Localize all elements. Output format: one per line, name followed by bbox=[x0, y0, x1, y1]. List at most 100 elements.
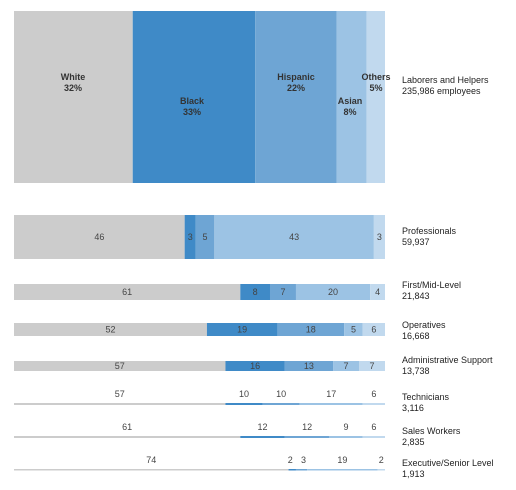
bar-segment-operatives-asian bbox=[344, 323, 363, 336]
count-label-administrative-support: 13,738 bbox=[402, 366, 430, 376]
value-label-first-mid-level-hispanic: 7 bbox=[280, 287, 285, 297]
category-label-sales-workers: Sales Workers bbox=[402, 426, 461, 436]
bar-segment-technicians-hispanic bbox=[262, 403, 300, 405]
value-label-sales-workers-hispanic: 12 bbox=[302, 422, 312, 432]
value-label-laborers-and-helpers-black: 33% bbox=[183, 107, 201, 117]
count-label-professionals: 59,937 bbox=[402, 237, 430, 247]
bar-segment-administrative-support-white bbox=[14, 361, 226, 371]
value-label-first-mid-level-others: 4 bbox=[375, 287, 380, 297]
bar-segment-first-mid-level-others bbox=[370, 284, 385, 300]
category-label-first-mid-level: First/Mid-Level bbox=[402, 280, 461, 290]
count-label-sales-workers: 2,835 bbox=[402, 437, 425, 447]
bar-segment-professionals-black bbox=[184, 215, 196, 259]
bar-segment-professionals-asian bbox=[214, 215, 374, 259]
count-label-laborers-and-helpers: 235,986 employees bbox=[402, 86, 481, 96]
value-label-laborers-and-helpers-others: 5% bbox=[369, 83, 382, 93]
bar-segment-executive-senior-level-white bbox=[14, 469, 289, 471]
bar-segment-operatives-hispanic bbox=[277, 323, 345, 336]
series-label-white: White bbox=[61, 72, 86, 82]
bar-segment-operatives-black bbox=[206, 323, 278, 336]
value-label-administrative-support-others: 7 bbox=[370, 361, 375, 371]
bar-segment-first-mid-level-white bbox=[14, 284, 241, 300]
value-label-first-mid-level-white: 61 bbox=[122, 287, 132, 297]
series-label-hispanic: Hispanic bbox=[277, 72, 315, 82]
bar-segment-technicians-asian bbox=[299, 403, 363, 405]
category-label-professionals: Professionals bbox=[402, 226, 457, 236]
bar-segment-sales-workers-others bbox=[362, 436, 385, 438]
value-label-laborers-and-helpers-white: 32% bbox=[64, 83, 82, 93]
bar-segment-first-mid-level-black bbox=[240, 284, 270, 300]
value-label-administrative-support-hispanic: 13 bbox=[304, 361, 314, 371]
bar-segment-technicians-white bbox=[14, 403, 226, 405]
bar-segment-professionals-others bbox=[373, 215, 385, 259]
value-label-sales-workers-white: 61 bbox=[122, 422, 132, 432]
value-label-first-mid-level-black: 8 bbox=[253, 287, 258, 297]
value-label-sales-workers-asian: 9 bbox=[344, 422, 349, 432]
bar-segment-administrative-support-asian bbox=[333, 361, 360, 371]
value-label-technicians-white: 57 bbox=[115, 389, 125, 399]
category-label-administrative-support: Administrative Support bbox=[402, 355, 493, 365]
count-label-first-mid-level: 21,843 bbox=[402, 291, 430, 301]
category-label-executive-senior-level: Executive/Senior Level bbox=[402, 458, 494, 468]
count-label-executive-senior-level: 1,913 bbox=[402, 469, 425, 479]
value-label-executive-senior-level-hispanic: 3 bbox=[301, 455, 306, 465]
bar-segment-laborers-and-helpers-others bbox=[366, 11, 385, 183]
value-label-sales-workers-black: 12 bbox=[258, 422, 268, 432]
value-label-executive-senior-level-white: 74 bbox=[146, 455, 156, 465]
value-label-professionals-hispanic: 5 bbox=[203, 232, 208, 242]
value-label-sales-workers-others: 6 bbox=[371, 422, 376, 432]
bar-segment-sales-workers-black bbox=[240, 436, 285, 438]
value-label-operatives-asian: 5 bbox=[351, 325, 356, 335]
bar-segment-technicians-black bbox=[225, 403, 263, 405]
value-label-professionals-white: 46 bbox=[94, 232, 104, 242]
bar-segment-executive-senior-level-black bbox=[288, 469, 296, 471]
count-label-operatives: 16,668 bbox=[402, 331, 430, 341]
bar-segment-operatives-white bbox=[14, 323, 207, 336]
bar-segment-executive-senior-level-others bbox=[377, 469, 385, 471]
bar-segment-operatives-others bbox=[362, 323, 385, 336]
value-label-laborers-and-helpers-asian: 8% bbox=[343, 107, 356, 117]
bar-segment-executive-senior-level-asian bbox=[307, 469, 378, 471]
bar-segment-first-mid-level-hispanic bbox=[269, 284, 296, 300]
value-label-technicians-black: 10 bbox=[239, 389, 249, 399]
value-label-operatives-black: 19 bbox=[237, 325, 247, 335]
value-label-professionals-black: 3 bbox=[188, 232, 193, 242]
value-label-administrative-support-asian: 7 bbox=[344, 361, 349, 371]
bar-segment-administrative-support-hispanic bbox=[284, 361, 334, 371]
value-label-professionals-asian: 43 bbox=[289, 232, 299, 242]
value-label-executive-senior-level-asian: 19 bbox=[337, 455, 347, 465]
bar-segment-professionals-white bbox=[14, 215, 185, 259]
bar-segment-sales-workers-asian bbox=[329, 436, 363, 438]
value-label-technicians-hispanic: 10 bbox=[276, 389, 286, 399]
value-label-operatives-hispanic: 18 bbox=[306, 325, 316, 335]
value-label-operatives-others: 6 bbox=[371, 325, 376, 335]
bar-segment-laborers-and-helpers-white bbox=[14, 11, 133, 183]
bar-segment-executive-senior-level-hispanic bbox=[295, 469, 308, 471]
value-label-administrative-support-black: 16 bbox=[250, 361, 260, 371]
category-label-laborers-and-helpers: Laborers and Helpers bbox=[402, 75, 489, 85]
bar-segment-first-mid-level-asian bbox=[295, 284, 371, 300]
series-label-others: Others bbox=[361, 72, 390, 82]
value-label-first-mid-level-asian: 20 bbox=[328, 287, 338, 297]
value-label-operatives-white: 52 bbox=[105, 325, 115, 335]
bar-segment-administrative-support-others bbox=[359, 361, 385, 371]
bar-segment-administrative-support-black bbox=[225, 361, 285, 371]
value-label-technicians-others: 6 bbox=[371, 389, 376, 399]
category-label-technicians: Technicians bbox=[402, 392, 450, 402]
bar-segment-laborers-and-helpers-hispanic bbox=[255, 11, 337, 183]
value-label-administrative-support-white: 57 bbox=[115, 361, 125, 371]
value-label-executive-senior-level-others: 2 bbox=[379, 455, 384, 465]
category-label-operatives: Operatives bbox=[402, 320, 446, 330]
series-label-asian: Asian bbox=[338, 96, 363, 106]
value-label-executive-senior-level-black: 2 bbox=[288, 455, 293, 465]
bar-segment-sales-workers-hispanic bbox=[284, 436, 330, 438]
bar-segment-laborers-and-helpers-asian bbox=[336, 11, 367, 183]
value-label-professionals-others: 3 bbox=[377, 232, 382, 242]
bar-segment-technicians-others bbox=[362, 403, 385, 405]
series-label-black: Black bbox=[180, 96, 205, 106]
value-label-laborers-and-helpers-hispanic: 22% bbox=[287, 83, 305, 93]
bar-segment-sales-workers-white bbox=[14, 436, 241, 438]
bar-segment-laborers-and-helpers-black bbox=[132, 11, 256, 183]
value-label-technicians-asian: 17 bbox=[326, 389, 336, 399]
